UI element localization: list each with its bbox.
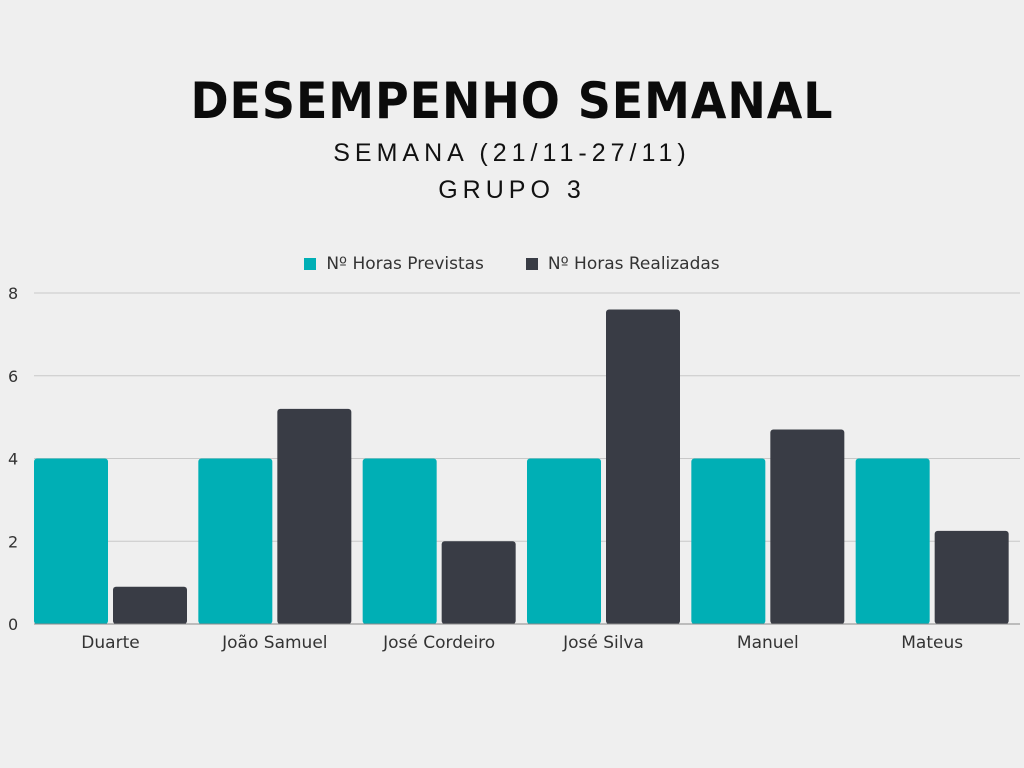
x-tick-label: Duarte (81, 633, 139, 653)
x-tick-label: João Samuel (221, 633, 327, 653)
bar-realizadas (770, 429, 845, 624)
bar-realizadas (113, 586, 187, 624)
legend-item-realizadas: Nº Horas Realizadas (525, 254, 720, 274)
bar-previstas (691, 458, 766, 624)
x-tick-label: José Silva (562, 633, 644, 653)
bar-previstas (527, 458, 601, 624)
legend-swatch-previstas (304, 258, 317, 270)
y-tick-label: 6 (8, 367, 18, 386)
chart-title: DESEMPENHO SEMANAL (190, 72, 834, 130)
bar-realizadas (934, 530, 1009, 624)
legend-label-realizadas: Nº Horas Realizadas (547, 254, 720, 274)
x-tick-label: Manuel (737, 633, 799, 653)
bar-realizadas (277, 408, 352, 624)
legend-item-previstas: Nº Horas Previstas (304, 254, 484, 274)
bar-previstas (198, 458, 273, 624)
bar-realizadas (606, 309, 680, 624)
bar-previstas (362, 458, 437, 624)
x-tick-label: José Cordeiro (382, 633, 495, 653)
y-tick-label: 0 (8, 615, 18, 634)
chart-subtitle-group: GRUPO 3 (438, 176, 586, 204)
legend-swatch-realizadas (525, 258, 538, 270)
x-tick-label: Mateus (901, 633, 963, 653)
y-tick-label: 2 (8, 532, 18, 551)
bar-previstas (855, 458, 930, 624)
legend-label-previstas: Nº Horas Previstas (326, 254, 484, 274)
y-tick-label: 4 (8, 450, 18, 469)
chart-subtitle-week: SEMANA (21/11-27/11) (333, 139, 691, 167)
y-tick-label: 8 (8, 284, 18, 303)
bar-previstas (34, 458, 108, 624)
chart-legend: Nº Horas Previstas Nº Horas Realizadas (0, 254, 1024, 274)
bar-realizadas (441, 541, 516, 624)
